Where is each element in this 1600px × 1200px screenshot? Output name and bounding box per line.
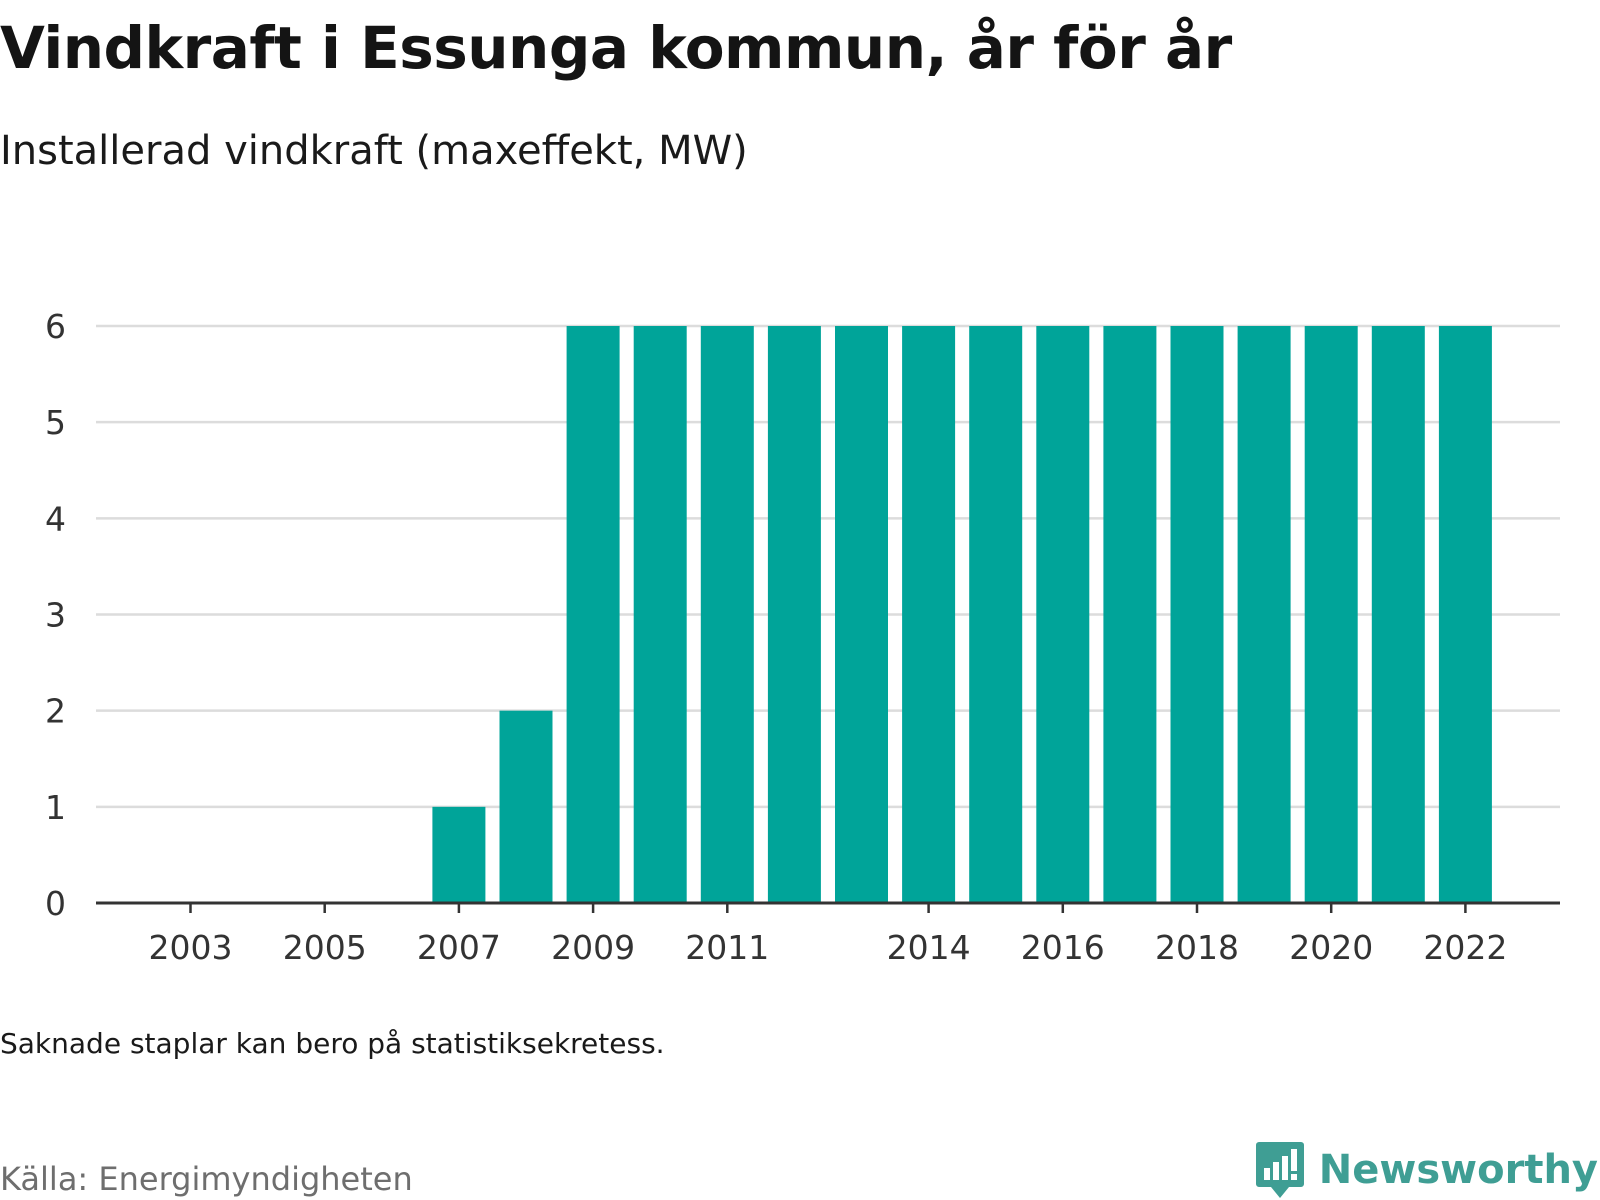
x-axis	[96, 901, 1560, 913]
y-tick-label: 5	[45, 403, 66, 442]
bar-2011	[700, 326, 754, 903]
footnote: Saknade staplar kan bero på statistiksek…	[0, 1027, 665, 1060]
y-tick-label: 3	[45, 596, 66, 635]
bar-2017	[1103, 326, 1157, 903]
bar-2015	[969, 326, 1023, 903]
bar-2013	[835, 326, 888, 903]
y-axis-labels: 0 1 2 3 4 5 6	[45, 307, 66, 923]
x-tick-label: 2016	[1021, 928, 1105, 967]
source-label: Källa: Energimyndigheten	[0, 1160, 413, 1198]
x-tick-label: 2022	[1423, 928, 1507, 967]
chart-title: Vindkraft i Essunga kommun, år för år	[0, 14, 1232, 82]
bar-2008	[499, 710, 553, 903]
bar-2016	[1036, 326, 1090, 903]
bar-2007	[432, 806, 486, 903]
x-tick-label: 2009	[551, 928, 635, 967]
y-tick-label: 0	[45, 884, 66, 923]
newsworthy-logo: Newsworthy	[1255, 1140, 1598, 1200]
bar-2019	[1237, 326, 1291, 903]
bar-chart-speech-icon	[1255, 1142, 1304, 1198]
x-tick-label: 2020	[1289, 928, 1373, 967]
y-tick-label: 4	[45, 499, 66, 538]
bar-2020	[1304, 326, 1358, 903]
y-tick-label: 6	[45, 307, 66, 346]
chart-subtitle: Installerad vindkraft (maxeffekt, MW)	[0, 128, 748, 174]
bar-2018	[1170, 326, 1224, 903]
y-tick-label: 2	[45, 692, 66, 731]
bar-2022	[1438, 326, 1492, 903]
x-axis-labels: 2003 2005 2007 2009 2011 2014 2016 2018 2020 2022	[149, 928, 1508, 967]
x-tick-label: 2007	[417, 928, 501, 967]
bar-2021	[1371, 326, 1425, 903]
brand-name: Newsworthy	[1318, 1147, 1598, 1193]
x-tick-label: 2003	[149, 928, 233, 967]
bars	[432, 326, 1492, 903]
bar-2009	[566, 326, 620, 903]
x-tick-label: 2014	[887, 928, 971, 967]
x-tick-label: 2018	[1155, 928, 1239, 967]
x-tick-label: 2005	[283, 928, 367, 967]
y-tick-label: 1	[45, 788, 66, 827]
bar-2014	[902, 326, 956, 903]
x-tick-label: 2011	[685, 928, 769, 967]
bar-chart: 0 1 2 3 4 5 6 2003 2005 2007 2009 2011 2014 2016 2018…	[45, 307, 1560, 967]
bar-2012	[767, 326, 821, 903]
bar-2010	[633, 326, 687, 903]
